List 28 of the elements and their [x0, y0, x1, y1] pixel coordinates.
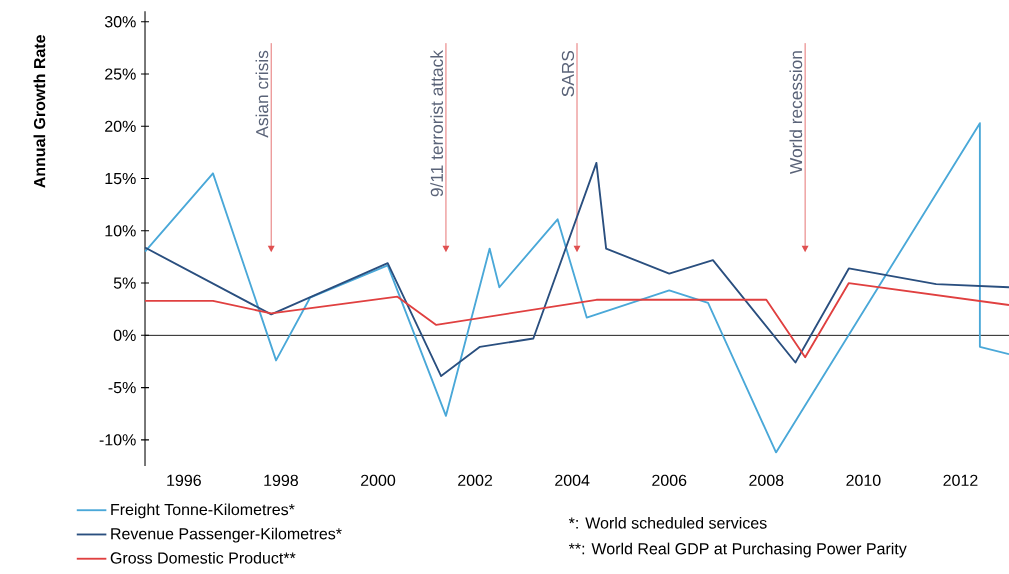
y-tick-label: 0%	[113, 329, 136, 341]
x-tick-label: 2000	[360, 474, 396, 487]
x-tick-label: 2012	[943, 474, 978, 487]
y-tick-label: 25%	[105, 68, 136, 80]
x-tick-label: 1998	[264, 474, 299, 487]
text: *: World scheduled services	[568, 516, 767, 529]
x-tick-label: 2008	[749, 474, 784, 487]
x-tick-label: 2010	[846, 474, 881, 487]
ref-line-label: Asian crisis	[255, 50, 269, 138]
y-tick-label: 20%	[105, 120, 136, 132]
y-tick-label: 30%	[104, 16, 136, 28]
ref-line-label: SARS	[561, 50, 575, 97]
text: **: World Real GDP at Purchasing Power Parity	[568, 542, 907, 558]
x-tick-label: 1996	[167, 474, 201, 487]
legend-label: Freight Tonne-Kilometres*	[111, 503, 295, 519]
x-tick-label: 2002	[458, 474, 493, 487]
y-tick-label: 10%	[105, 225, 136, 237]
y-tick-label: -10%	[99, 434, 136, 446]
ref-line-label: World recession	[789, 51, 803, 174]
y-tick-label: -5%	[108, 381, 136, 394]
y-tick-label: 15%	[105, 172, 136, 185]
y-tick-label: 5%	[113, 277, 136, 289]
x-tick-label: 2006	[652, 474, 687, 487]
legend-label: Revenue Passenger-Kilometres*	[111, 527, 342, 543]
ref-line-label: 9/11 terrorist attack	[430, 50, 444, 197]
legend-label: Gross Domestic Product**	[110, 551, 296, 564]
y-axis-title: Annual Growth Rate	[33, 35, 46, 188]
x-tick-label: 2004	[555, 474, 590, 487]
